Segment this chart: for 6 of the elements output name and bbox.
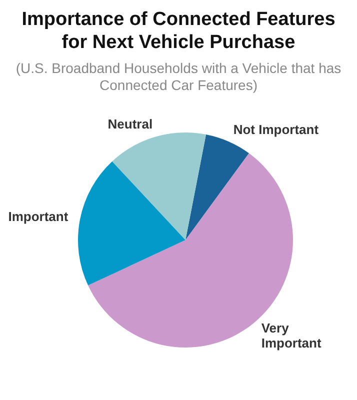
- chart-title: Importance of Connected Features for Next Vehicle Purchase: [20, 8, 336, 54]
- slice-label: Neutral: [108, 116, 153, 132]
- slice-label: Important: [8, 208, 69, 224]
- slice-label: Very Important: [261, 320, 322, 350]
- slice-label: Not Important: [233, 122, 320, 138]
- chart-subtitle: (U.S. Broadband Households with a Vehicle that has Connected Car Features): [14, 60, 342, 94]
